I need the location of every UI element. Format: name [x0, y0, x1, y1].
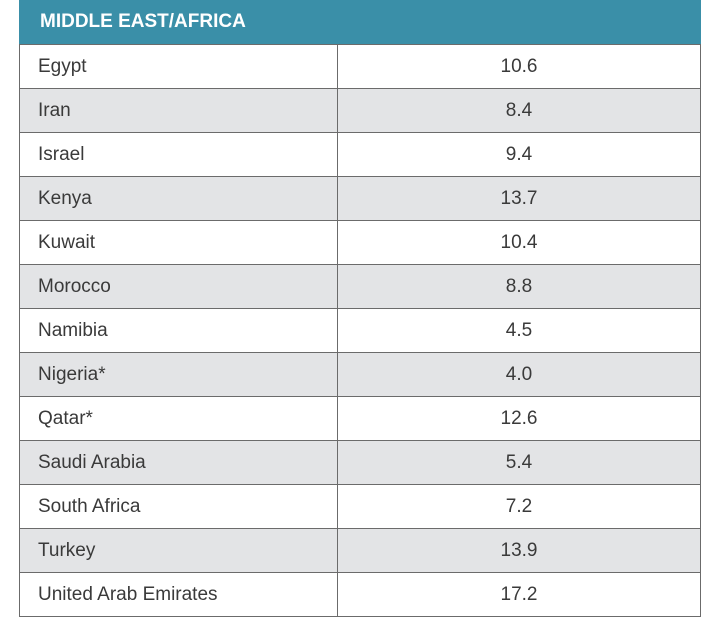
country-cell: Egypt	[19, 44, 338, 89]
table-row: Turkey 13.9	[19, 528, 701, 573]
value-cell: 10.4	[337, 220, 701, 265]
value-cell: 13.7	[337, 176, 701, 221]
value-cell: 10.6	[337, 44, 701, 89]
table-row: Egypt 10.6	[19, 44, 701, 89]
value-cell: 7.2	[337, 484, 701, 529]
country-cell: Nigeria*	[19, 352, 338, 397]
data-table: MIDDLE EAST/AFRICA Egypt 10.6 Iran 8.4 Israe…	[19, 0, 701, 617]
table-row: Namibia 4.5	[19, 308, 701, 353]
value-cell: 4.0	[337, 352, 701, 397]
table-row: Morocco 8.8	[19, 264, 701, 309]
country-cell: Israel	[19, 132, 338, 177]
table-row: Iran 8.4	[19, 88, 701, 133]
value-cell: 12.6	[337, 396, 701, 441]
table-row: Saudi Arabia 5.4	[19, 440, 701, 485]
table-row: United Arab Emirates 17.2	[19, 572, 701, 617]
country-cell: Namibia	[19, 308, 338, 353]
table-row: Qatar* 12.6	[19, 396, 701, 441]
value-cell: 9.4	[337, 132, 701, 177]
table-body: Egypt 10.6 Iran 8.4 Israel 9.4 Kenya 13.7 Kuwait…	[19, 44, 701, 617]
value-cell: 8.8	[337, 264, 701, 309]
country-cell: United Arab Emirates	[19, 572, 338, 617]
value-cell: 13.9	[337, 528, 701, 573]
country-cell: Qatar*	[19, 396, 338, 441]
table-row: South Africa 7.2	[19, 484, 701, 529]
table-row: Nigeria* 4.0	[19, 352, 701, 397]
country-cell: Kuwait	[19, 220, 338, 265]
table-row: Kuwait 10.4	[19, 220, 701, 265]
country-cell: Saudi Arabia	[19, 440, 338, 485]
country-cell: Turkey	[19, 528, 338, 573]
value-cell: 8.4	[337, 88, 701, 133]
country-cell: Morocco	[19, 264, 338, 309]
value-cell: 5.4	[337, 440, 701, 485]
table-row: Kenya 13.7	[19, 176, 701, 221]
table-header: MIDDLE EAST/AFRICA	[19, 0, 701, 44]
table-row: Israel 9.4	[19, 132, 701, 177]
country-cell: Iran	[19, 88, 338, 133]
country-cell: South Africa	[19, 484, 338, 529]
country-cell: Kenya	[19, 176, 338, 221]
value-cell: 17.2	[337, 572, 701, 617]
value-cell: 4.5	[337, 308, 701, 353]
country-value-table: Egypt 10.6 Iran 8.4 Israel 9.4 Kenya 13.7 Kuwait…	[19, 44, 701, 617]
